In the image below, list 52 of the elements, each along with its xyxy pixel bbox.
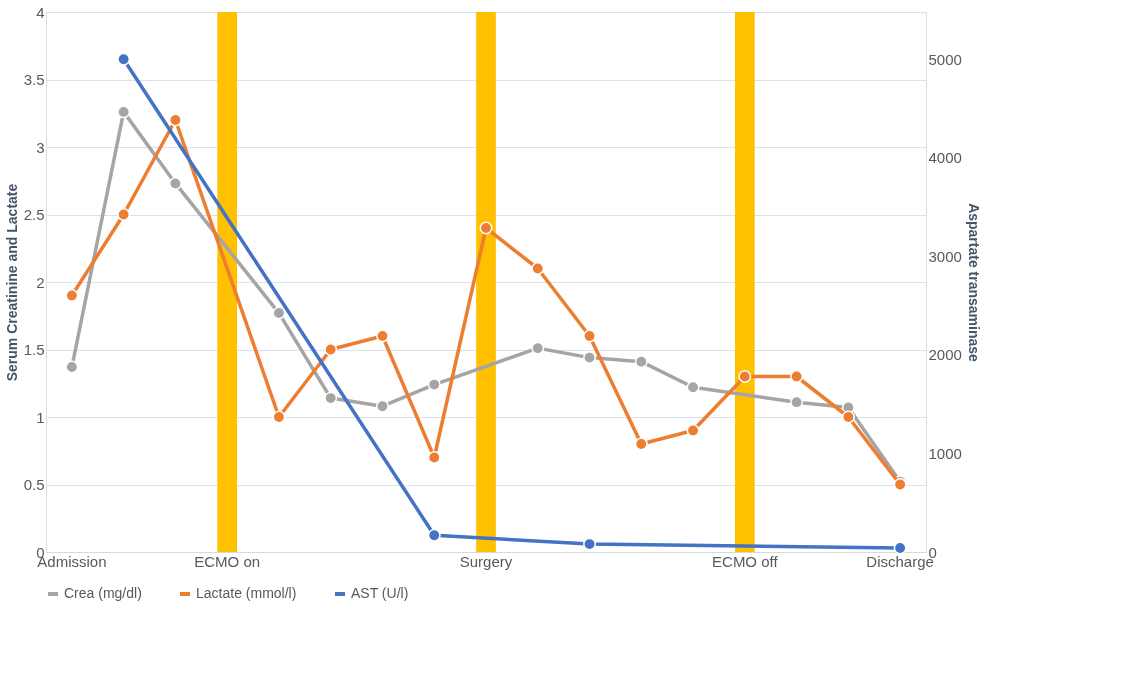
y-tick-label: 3 <box>36 138 45 156</box>
point <box>686 424 700 437</box>
point <box>686 380 700 394</box>
x-tick-label: ECMO off <box>712 552 779 570</box>
y-tick-label: 0.5 <box>23 476 45 493</box>
y-tick-label: 1 <box>36 408 45 426</box>
y2-tick-label: 5000 <box>928 50 962 68</box>
legend-label: AST (U/l) <box>351 585 409 601</box>
y2-tick-label: 1000 <box>928 444 962 462</box>
legend-label: Lactate (mmol/l) <box>196 585 297 601</box>
y-tick-label: 1.5 <box>23 341 45 358</box>
point <box>117 208 131 221</box>
point <box>531 262 545 275</box>
point <box>790 395 804 409</box>
y2-tick-label: 4000 <box>928 149 962 167</box>
x-tick-label: Surgery <box>459 552 513 570</box>
point <box>841 410 855 424</box>
point <box>790 370 804 383</box>
point <box>168 177 182 190</box>
point <box>324 343 338 356</box>
point <box>324 391 338 405</box>
point <box>583 329 596 343</box>
point <box>634 355 648 369</box>
point <box>427 528 441 542</box>
y2-tick-label: 3000 <box>928 247 962 265</box>
y-tick-label: 2 <box>36 273 45 291</box>
point <box>168 113 182 127</box>
y2-axis-title: Aspartate transaminase <box>965 203 982 363</box>
point <box>117 52 131 66</box>
point <box>634 437 648 451</box>
point <box>272 306 286 320</box>
point <box>65 289 79 302</box>
point <box>272 410 286 424</box>
x-tick-label: ECMO on <box>194 552 261 570</box>
point <box>65 360 79 374</box>
point <box>893 541 907 555</box>
point <box>479 221 493 235</box>
y-tick-label: 2.5 <box>23 206 45 223</box>
point <box>738 370 752 383</box>
point <box>117 105 131 119</box>
y-tick-label: 3.5 <box>23 71 45 88</box>
point <box>583 351 596 365</box>
legend-label: Crea (mg/dl) <box>64 585 142 601</box>
point <box>427 451 441 464</box>
y-axis-title: Serum Creatinine and Lactate <box>3 183 20 382</box>
point <box>427 378 441 392</box>
point <box>376 399 389 413</box>
y2-tick-label: 2000 <box>928 346 962 364</box>
point <box>531 341 545 355</box>
y-tick-label: 4 <box>36 3 45 21</box>
point <box>376 329 389 343</box>
point <box>583 537 596 551</box>
